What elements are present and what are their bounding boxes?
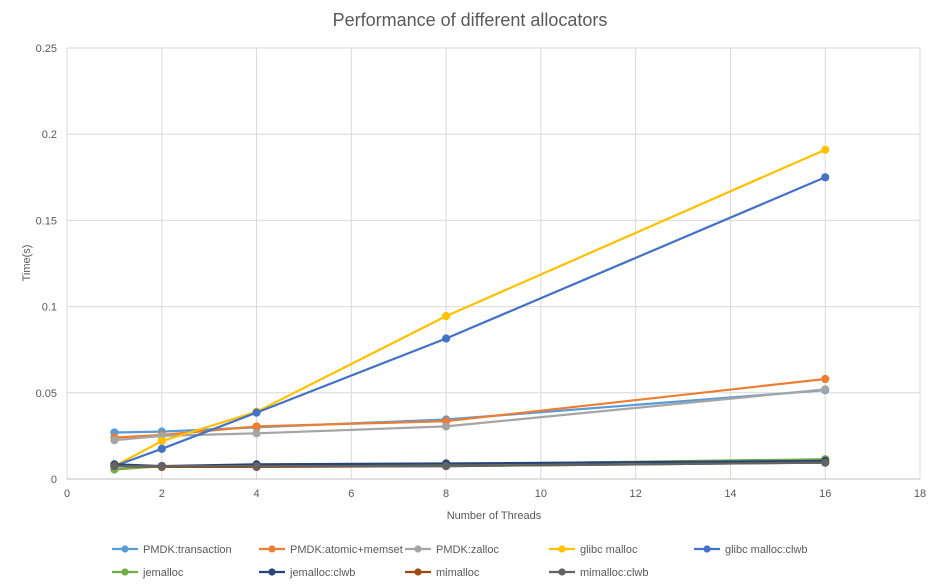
series-4: [110, 173, 830, 471]
data-point: [821, 385, 830, 394]
y-tick-label: 0: [51, 474, 57, 486]
x-tick-label: 8: [443, 488, 449, 500]
data-point: [821, 458, 830, 467]
legend-swatch-marker: [558, 568, 566, 576]
x-tick-label: 6: [348, 488, 354, 500]
series-lines: [110, 145, 830, 474]
series-line: [114, 377, 826, 439]
legend-item: mimalloc:clwb: [549, 567, 648, 579]
legend-label: glibc malloc: [580, 544, 638, 556]
legend-swatch-marker: [121, 568, 129, 576]
legend-label: PMDK:atomic+memset: [290, 544, 403, 556]
x-tick-label: 14: [724, 488, 736, 500]
legend-item: PMDK:transaction: [112, 544, 232, 556]
legend-swatch-marker: [121, 545, 129, 553]
legend-swatch-marker: [414, 568, 422, 576]
x-tick-label: 16: [819, 488, 831, 500]
data-point: [110, 436, 119, 445]
data-point: [821, 374, 830, 384]
legend-item: glibc malloc: [549, 544, 638, 556]
x-tick-label: 10: [535, 488, 547, 500]
legend-item: PMDK:atomic+memset: [259, 544, 403, 556]
series-3: [110, 145, 830, 471]
data-point: [157, 436, 166, 446]
data-point: [821, 145, 830, 154]
data-point: [442, 422, 451, 431]
data-point: [157, 461, 166, 471]
x-axis-label: Number of Threads: [447, 510, 542, 522]
legend-label: jemalloc:clwb: [289, 567, 355, 579]
series-8: [110, 458, 830, 471]
chart-title: Performance of different allocators: [333, 10, 608, 30]
legend-swatch-marker: [268, 545, 276, 553]
series-1: [110, 374, 830, 442]
y-tick-label: 0.05: [36, 388, 57, 400]
legend-swatch-marker: [703, 545, 711, 553]
series-0: [110, 386, 830, 437]
legend-item: jemalloc:clwb: [259, 567, 355, 579]
data-point: [252, 422, 261, 431]
legend-swatch-marker: [268, 568, 276, 576]
legend-item: mimalloc: [405, 567, 480, 579]
legend-label: mimalloc:clwb: [580, 567, 648, 579]
y-tick-label: 0.2: [42, 129, 57, 141]
data-point: [442, 334, 451, 343]
legend-label: PMDK:zalloc: [436, 544, 499, 556]
y-tick-label: 0.25: [36, 43, 57, 55]
data-point: [821, 173, 830, 182]
gridlines: [66, 47, 921, 480]
series-2: [110, 385, 830, 445]
legend-label: glibc malloc:clwb: [725, 544, 808, 556]
data-point: [442, 461, 451, 471]
y-tick-label: 0.15: [36, 215, 57, 227]
data-point: [110, 461, 119, 471]
axes: 0 2 4 6 8 10 12 14 16 18 0 0.05 0.1 0.15 0.2 0.25: [36, 43, 927, 500]
legend-item: jemalloc: [112, 567, 184, 579]
x-tick-label: 12: [630, 488, 642, 500]
x-tick-label: 18: [914, 488, 926, 500]
legend-swatch-marker: [558, 545, 566, 553]
data-point: [252, 429, 261, 438]
y-tick-label: 0.1: [42, 302, 57, 314]
data-point: [252, 408, 261, 417]
x-tick-label: 2: [159, 488, 165, 500]
x-tick-label: 4: [253, 488, 259, 500]
legend-item: glibc malloc:clwb: [694, 544, 808, 556]
data-point: [157, 444, 166, 453]
data-point: [442, 311, 451, 321]
legend-label: mimalloc: [436, 567, 480, 579]
data-point: [252, 461, 261, 471]
legend-label: PMDK:transaction: [143, 544, 232, 556]
legend-swatch-marker: [414, 545, 422, 553]
series-line: [114, 388, 826, 442]
x-tick-label: 0: [64, 488, 70, 500]
legend-label: jemalloc: [142, 567, 184, 579]
y-axis-label: Time(s): [21, 245, 33, 282]
legend: PMDK:transaction PMDK:atomic+memset PMDK:z…: [112, 544, 808, 579]
legend-item: PMDK:zalloc: [405, 544, 499, 556]
